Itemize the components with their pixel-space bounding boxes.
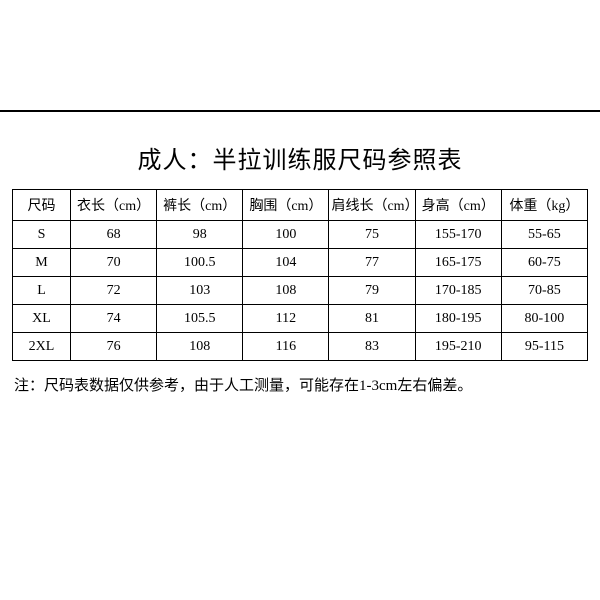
cell-height: 180-195	[415, 305, 501, 333]
content-area: 成人：半拉训练服尺码参照表 尺码 衣长（cm） 裤长（cm） 胸围（cm） 肩线…	[12, 140, 588, 398]
cell-weight: 55-65	[501, 221, 587, 249]
page: 成人：半拉训练服尺码参照表 尺码 衣长（cm） 裤长（cm） 胸围（cm） 肩线…	[0, 0, 600, 600]
cell-length: 76	[71, 333, 157, 361]
cell-length: 74	[71, 305, 157, 333]
cell-chest: 100	[243, 221, 329, 249]
table-title: 成人：半拉训练服尺码参照表	[12, 140, 588, 175]
col-header-chest: 胸围（cm）	[243, 190, 329, 221]
col-header-length: 衣长（cm）	[71, 190, 157, 221]
cell-pants: 105.5	[157, 305, 243, 333]
cell-size: 2XL	[13, 333, 71, 361]
table-row: M 70 100.5 104 77 165-175 60-75	[13, 249, 588, 277]
cell-chest: 116	[243, 333, 329, 361]
col-header-height: 身高（cm）	[415, 190, 501, 221]
table-row: L 72 103 108 79 170-185 70-85	[13, 277, 588, 305]
top-horizontal-rule	[0, 110, 600, 112]
cell-height: 155-170	[415, 221, 501, 249]
cell-chest: 104	[243, 249, 329, 277]
cell-shoulder: 77	[329, 249, 415, 277]
table-row: S 68 98 100 75 155-170 55-65	[13, 221, 588, 249]
cell-shoulder: 75	[329, 221, 415, 249]
cell-pants: 108	[157, 333, 243, 361]
cell-size: S	[13, 221, 71, 249]
cell-shoulder: 83	[329, 333, 415, 361]
table-row: XL 74 105.5 112 81 180-195 80-100	[13, 305, 588, 333]
cell-pants: 98	[157, 221, 243, 249]
cell-shoulder: 81	[329, 305, 415, 333]
size-chart-table: 尺码 衣长（cm） 裤长（cm） 胸围（cm） 肩线长（cm） 身高（cm） 体…	[12, 189, 588, 361]
cell-height: 195-210	[415, 333, 501, 361]
table-row: 2XL 76 108 116 83 195-210 95-115	[13, 333, 588, 361]
cell-pants: 103	[157, 277, 243, 305]
cell-size: L	[13, 277, 71, 305]
cell-height: 165-175	[415, 249, 501, 277]
cell-chest: 112	[243, 305, 329, 333]
cell-weight: 80-100	[501, 305, 587, 333]
cell-weight: 70-85	[501, 277, 587, 305]
cell-weight: 95-115	[501, 333, 587, 361]
cell-size: XL	[13, 305, 71, 333]
footnote: 注：尺码表数据仅供参考，由于人工测量，可能存在1-3cm左右偏差。	[12, 375, 588, 398]
col-header-pants: 裤长（cm）	[157, 190, 243, 221]
cell-shoulder: 79	[329, 277, 415, 305]
cell-height: 170-185	[415, 277, 501, 305]
col-header-weight: 体重（kg）	[501, 190, 587, 221]
cell-size: M	[13, 249, 71, 277]
cell-length: 72	[71, 277, 157, 305]
col-header-size: 尺码	[13, 190, 71, 221]
cell-weight: 60-75	[501, 249, 587, 277]
cell-length: 70	[71, 249, 157, 277]
cell-pants: 100.5	[157, 249, 243, 277]
cell-length: 68	[71, 221, 157, 249]
col-header-shoulder: 肩线长（cm）	[329, 190, 415, 221]
cell-chest: 108	[243, 277, 329, 305]
table-header-row: 尺码 衣长（cm） 裤长（cm） 胸围（cm） 肩线长（cm） 身高（cm） 体…	[13, 190, 588, 221]
